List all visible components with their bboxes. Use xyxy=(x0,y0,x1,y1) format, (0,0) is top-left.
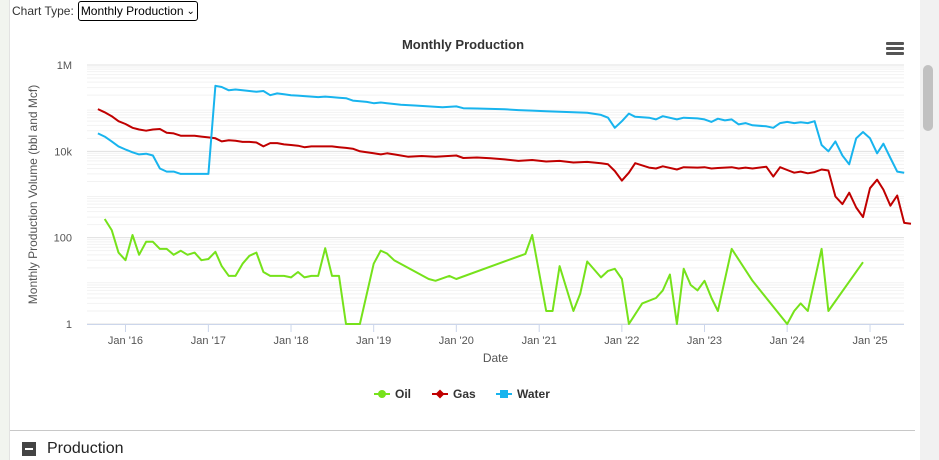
hamburger-menu-icon[interactable] xyxy=(886,42,904,56)
x-tick-label: Jan '25 xyxy=(852,335,887,347)
series-line-water xyxy=(97,84,905,175)
legend-marker xyxy=(500,390,508,398)
scrollbar[interactable] xyxy=(920,0,939,460)
x-tick-label: Jan '24 xyxy=(770,335,805,347)
scrollbar-thumb[interactable] xyxy=(923,65,933,131)
x-tick-label: Jan '17 xyxy=(191,335,226,347)
chevron-down-icon: ⌄ xyxy=(186,5,195,17)
production-chart: 1 100 10k 1M Jan '16 Jan '17 Jan '18 Jan '19 Jan… xyxy=(26,37,912,401)
series-line-oil xyxy=(103,218,864,325)
x-tick-label: Jan '20 xyxy=(439,335,474,347)
x-tick-label: Jan '16 xyxy=(108,335,143,347)
y-tick-label: 1 xyxy=(66,319,72,331)
y-tick-label: 1M xyxy=(57,60,72,72)
y-tick-label: 100 xyxy=(54,233,72,245)
legend-marker xyxy=(435,389,445,399)
x-axis-title: Date xyxy=(483,351,509,365)
y-axis-title: Monthly Production Volume (bbl and Mcf) xyxy=(26,85,40,304)
x-tick-label: Jan '23 xyxy=(687,335,722,347)
legend-label: Gas xyxy=(453,387,476,401)
chart-type-value: Monthly Production xyxy=(80,4,184,18)
chart-panel: 1 100 10k 1M Jan '16 Jan '17 Jan '18 Jan '19 Jan… xyxy=(10,22,917,428)
chart-type-label: Chart Type: xyxy=(12,4,74,18)
section-divider xyxy=(10,430,915,431)
legend-label: Water xyxy=(517,387,550,401)
x-tick-label: Jan '21 xyxy=(522,335,557,347)
y-tick-label: 10k xyxy=(54,146,72,158)
chart-type-bar: Chart Type: Monthly Production ⌄ xyxy=(12,1,198,21)
x-tick-label: Jan '18 xyxy=(273,335,308,347)
x-tick-label: Jan '19 xyxy=(356,335,391,347)
legend-item-oil: Oil xyxy=(374,387,411,401)
series-line-gas xyxy=(97,108,912,225)
minus-square-icon[interactable] xyxy=(22,442,36,456)
legend-item-water: Water xyxy=(496,387,550,401)
chart-title: Monthly Production xyxy=(402,37,524,52)
production-section-header[interactable]: Production xyxy=(22,440,124,458)
section-title: Production xyxy=(47,440,124,457)
chart-type-select[interactable]: Monthly Production ⌄ xyxy=(77,1,198,21)
x-tick-label: Jan '22 xyxy=(604,335,639,347)
legend-marker xyxy=(378,390,386,398)
left-map-strip xyxy=(0,0,10,460)
legend-item-gas: Gas xyxy=(432,387,476,401)
legend-label: Oil xyxy=(395,387,411,401)
